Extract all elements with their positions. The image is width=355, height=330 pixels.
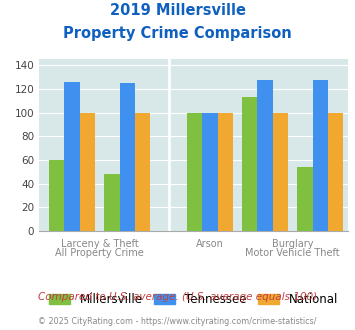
Bar [313, 80, 328, 231]
Bar [187, 113, 202, 231]
Bar [104, 174, 120, 231]
Text: All Property Crime: All Property Crime [55, 248, 144, 258]
Bar [273, 113, 288, 231]
Bar [49, 160, 64, 231]
Bar [242, 97, 257, 231]
Bar [80, 113, 95, 231]
Bar [64, 82, 80, 231]
Text: Compared to U.S. average. (U.S. average equals 100): Compared to U.S. average. (U.S. average … [38, 292, 317, 302]
Bar [257, 80, 273, 231]
Bar [202, 113, 218, 231]
Legend: Millersville, Tennessee, National: Millersville, Tennessee, National [44, 288, 343, 311]
Text: Property Crime Comparison: Property Crime Comparison [63, 26, 292, 41]
Bar [297, 167, 313, 231]
Text: Motor Vehicle Theft: Motor Vehicle Theft [245, 248, 340, 258]
Bar [120, 83, 135, 231]
Bar [328, 113, 344, 231]
Text: Larceny & Theft: Larceny & Theft [61, 239, 138, 249]
Text: Arson: Arson [196, 239, 224, 249]
Text: 2019 Millersville: 2019 Millersville [109, 3, 246, 18]
Text: © 2025 CityRating.com - https://www.cityrating.com/crime-statistics/: © 2025 CityRating.com - https://www.city… [38, 317, 317, 326]
Bar [218, 113, 233, 231]
Bar [135, 113, 151, 231]
Text: Burglary: Burglary [272, 239, 313, 249]
